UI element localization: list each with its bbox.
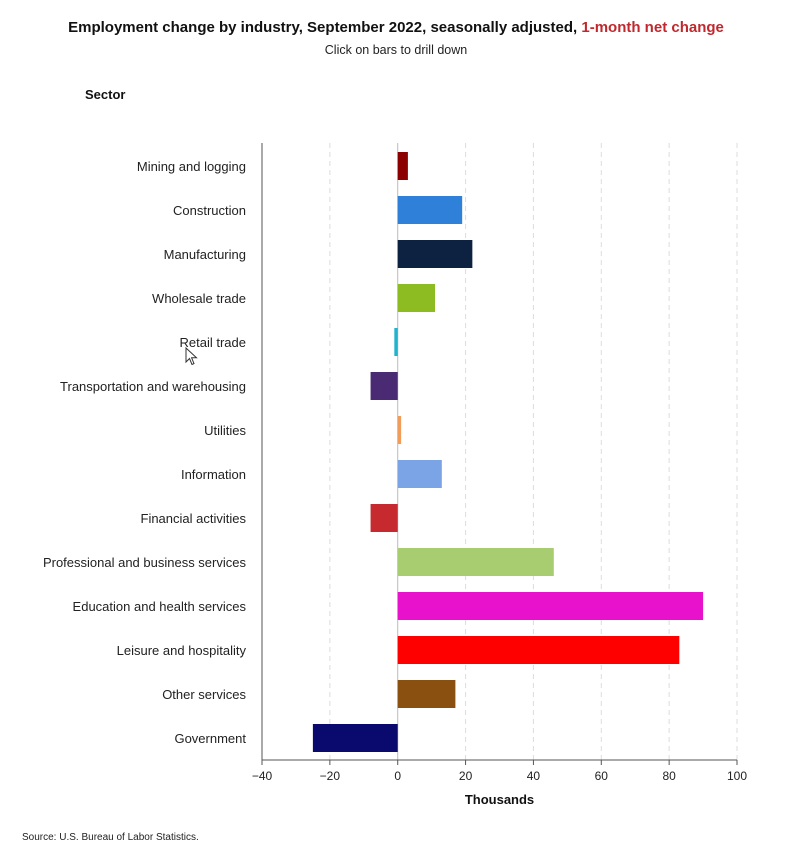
bar-professional-and-business-services[interactable] (397, 548, 554, 576)
category-label[interactable]: Information (181, 467, 246, 482)
bar-mining-and-logging[interactable] (397, 152, 408, 180)
category-label[interactable]: Utilities (204, 423, 246, 438)
category-labels: Mining and logging Construction Manufactur… (43, 159, 247, 746)
bars (312, 152, 704, 752)
x-tick-label: 20 (459, 769, 473, 783)
x-tick-label: −20 (320, 769, 341, 783)
bar-transportation-and-warehousing[interactable] (370, 372, 398, 400)
category-label[interactable]: Other services (162, 687, 246, 702)
bar-utilities[interactable] (397, 416, 402, 444)
chart-title-highlight: 1-month net change (581, 19, 724, 36)
category-label[interactable]: Financial activities (141, 511, 247, 526)
x-tick-label: 0 (394, 769, 401, 783)
y-axis-title: Sector (85, 87, 126, 102)
x-tick-label: 40 (527, 769, 541, 783)
source-note: Source: U.S. Bureau of Labor Statistics. (22, 832, 199, 843)
bar-leisure-and-hospitality[interactable] (397, 636, 680, 664)
category-label[interactable]: Education and health services (73, 599, 247, 614)
category-label[interactable]: Manufacturing (164, 247, 246, 262)
bar-financial-activities[interactable] (370, 504, 398, 532)
x-tick-label: 60 (595, 769, 609, 783)
category-label[interactable]: Transportation and warehousing (60, 379, 246, 394)
category-label[interactable]: Retail trade (180, 335, 246, 350)
category-label[interactable]: Wholesale trade (152, 291, 246, 306)
bar-construction[interactable] (397, 196, 463, 224)
category-label[interactable]: Mining and logging (137, 159, 246, 174)
category-label[interactable]: Construction (173, 203, 246, 218)
category-label[interactable]: Professional and business services (43, 555, 247, 570)
chart-title: Employment change by industry, September… (0, 19, 792, 36)
bar-wholesale-trade[interactable] (397, 284, 436, 312)
bar-education-and-health-services[interactable] (397, 592, 704, 620)
x-tick-label: 80 (662, 769, 676, 783)
bar-other-services[interactable] (397, 680, 456, 708)
bar-information[interactable] (397, 460, 442, 488)
mouse-cursor-icon (185, 347, 198, 366)
bar-retail-trade[interactable] (394, 328, 398, 356)
bar-government[interactable] (312, 724, 398, 752)
x-axis: −40 −20 0 20 40 60 80 100 (252, 759, 747, 783)
chart-subtitle: Click on bars to drill down (324, 43, 468, 57)
chart-title-main: Employment change by industry, September… (68, 19, 582, 36)
x-tick-label: −40 (252, 769, 273, 783)
bar-manufacturing[interactable] (397, 240, 473, 268)
category-label[interactable]: Leisure and hospitality (117, 643, 247, 658)
x-axis-title: Thousands (465, 792, 534, 807)
grid-lines (329, 143, 738, 760)
x-tick-label: 100 (727, 769, 747, 783)
category-label[interactable]: Government (174, 731, 246, 746)
